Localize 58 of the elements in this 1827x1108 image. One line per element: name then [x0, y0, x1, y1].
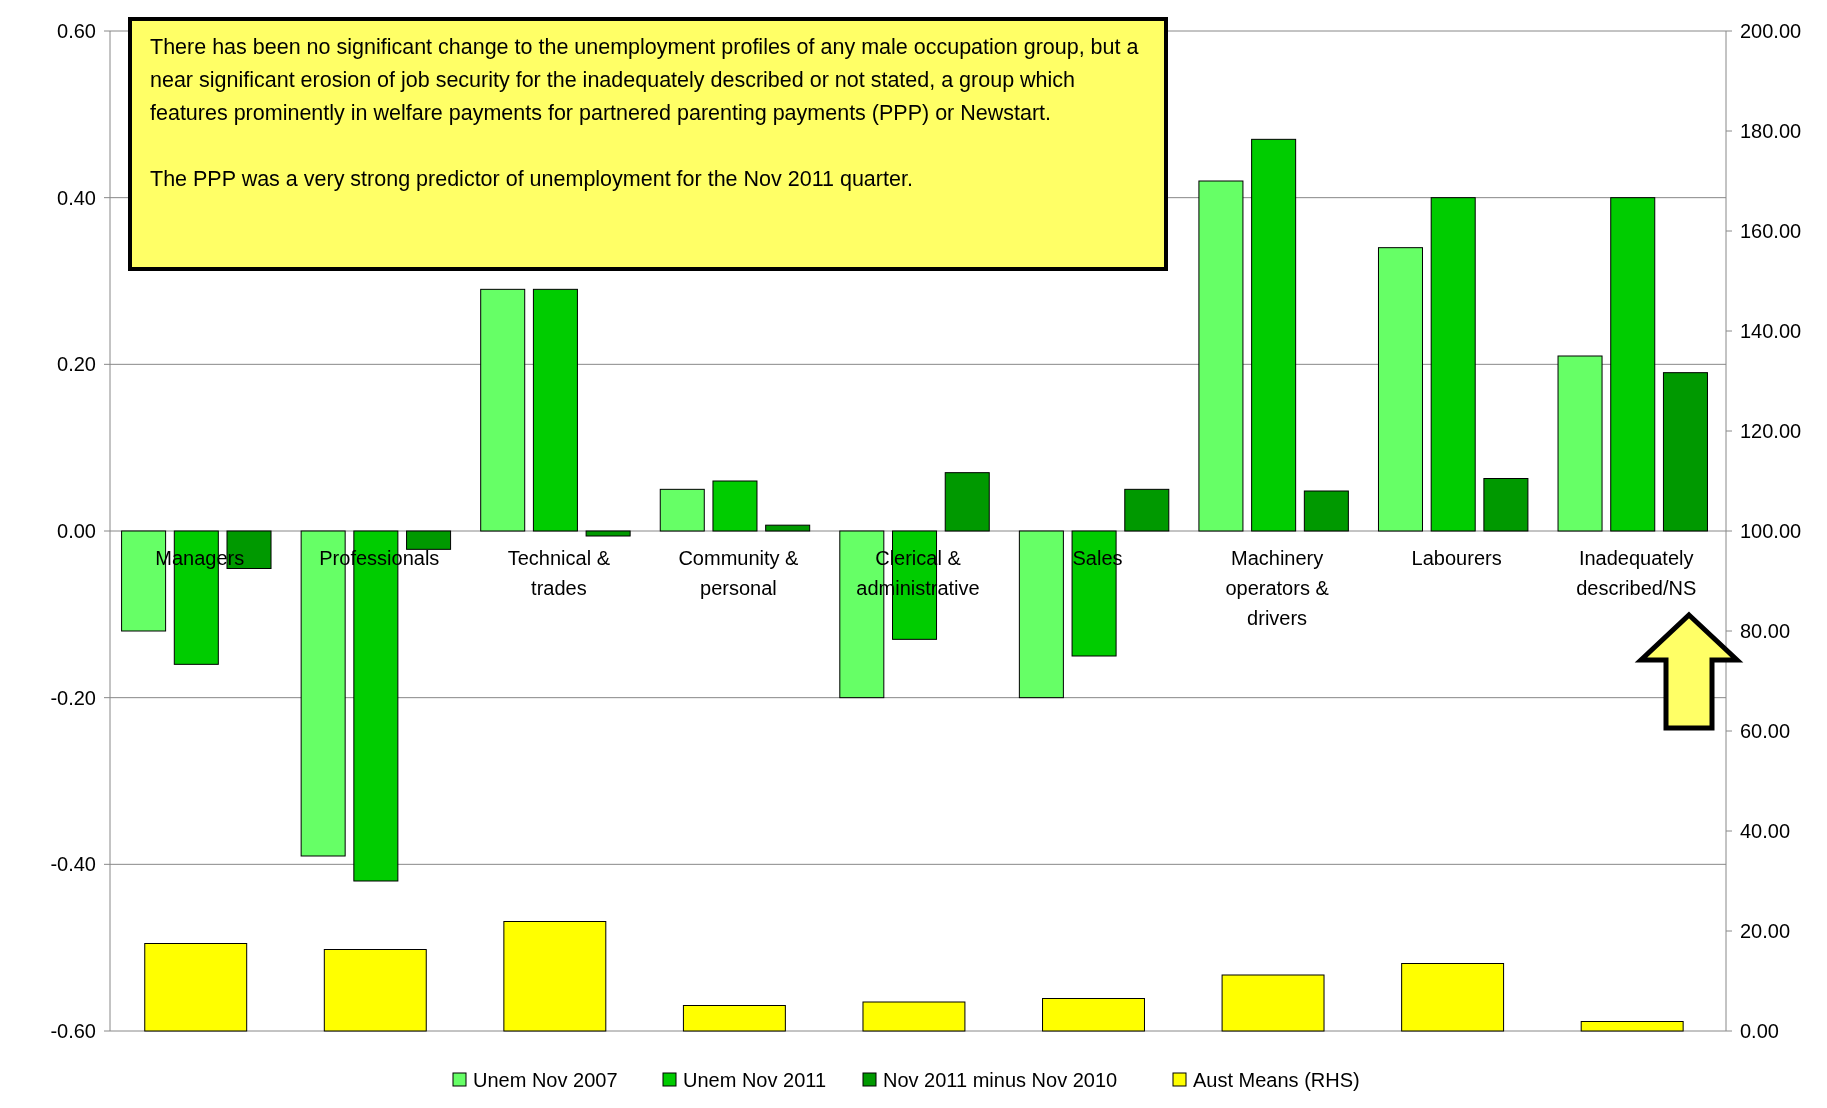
x-tick-label: Technical & trades	[506, 546, 611, 601]
y-tick-label: -0.60	[50, 1020, 96, 1042]
y2-tick-label: 100.00	[1740, 520, 1802, 542]
bar	[862, 1001, 966, 1032]
y-tick-label: 0.40	[57, 186, 96, 209]
bar	[682, 1005, 786, 1032]
y2-tick-label: 180.00	[1740, 120, 1802, 142]
bar	[1303, 490, 1349, 532]
y2-tick-label: 40.00	[1740, 820, 1791, 842]
bar	[323, 949, 427, 1032]
bar	[532, 288, 578, 532]
y-tick-label: -0.20	[50, 686, 96, 709]
note-box: There has been no significant change to the unemployment profiles of any male occupation group, but a near significant erosion of job security for the inadequately described or not stated, a group which features prominently in welfare payments for partnered parenting payments (PPP) or Newstart. The PPP was a very strong predictor of unemployment for the Nov 2011 quarter.	[128, 17, 1168, 271]
bar	[1610, 197, 1656, 532]
y2-tick-label: 120.00	[1740, 420, 1802, 442]
bar	[1557, 355, 1603, 532]
bar	[765, 524, 811, 532]
bar	[585, 530, 631, 537]
y-tick-label: 0.20	[57, 353, 96, 376]
bar	[1580, 1021, 1684, 1032]
legend-label: Aust Means (RHS)	[1193, 1069, 1360, 1091]
annotation: The PPP was a very strong predictor of unemployment for the Nov 2011 quarter.	[150, 166, 914, 193]
y2-tick-label: 140.00	[1740, 320, 1802, 342]
y2-tick-label: 80.00	[1740, 620, 1791, 642]
y2-tick-label: 20.00	[1740, 920, 1791, 942]
bar	[1483, 478, 1529, 532]
legend-label: Nov 2011 minus Nov 2010	[883, 1069, 1118, 1091]
bar	[406, 530, 452, 550]
bar	[659, 488, 705, 532]
bar	[1042, 998, 1145, 1032]
bar	[712, 480, 758, 532]
x-tick-label: Inadequately described/NS	[1575, 546, 1698, 601]
bar	[503, 921, 607, 1032]
x-tick-label: Labourers	[1410, 546, 1503, 571]
y2-tick-label: 200.00	[1740, 20, 1802, 42]
bar	[1662, 372, 1708, 532]
bar	[1018, 530, 1064, 699]
annotation: There has been no significant change to the unemployment profiles of any male occupation group, but a near significant erosion of job security for the inadequately described or not stated, a group which features prominently in welfare payments for partnered parenting payments (PPP) or Newstart.	[150, 34, 1140, 127]
y2-tick-label: 160.00	[1740, 220, 1802, 242]
bar	[1124, 488, 1170, 532]
y-tick-label: -0.40	[50, 853, 96, 876]
y-tick-label: 0.60	[57, 20, 96, 42]
bar	[944, 472, 990, 532]
bar	[1377, 247, 1423, 532]
y-tick-label: 0.00	[57, 520, 96, 542]
x-tick-label: Community & personal	[677, 546, 800, 601]
bar	[1401, 963, 1505, 1032]
bar	[1251, 138, 1297, 532]
x-tick-label: Machinery operators & drivers	[1224, 546, 1330, 631]
bar	[1221, 974, 1325, 1032]
bar	[1198, 180, 1244, 532]
y2-tick-label: 0.00	[1740, 1020, 1779, 1042]
bar	[144, 943, 248, 1032]
legend-label: Unem Nov 2007	[473, 1069, 618, 1091]
legend-label: Unem Nov 2011	[683, 1069, 827, 1091]
bar	[1430, 197, 1476, 532]
bar	[480, 288, 526, 532]
y2-tick-label: 60.00	[1740, 720, 1791, 742]
